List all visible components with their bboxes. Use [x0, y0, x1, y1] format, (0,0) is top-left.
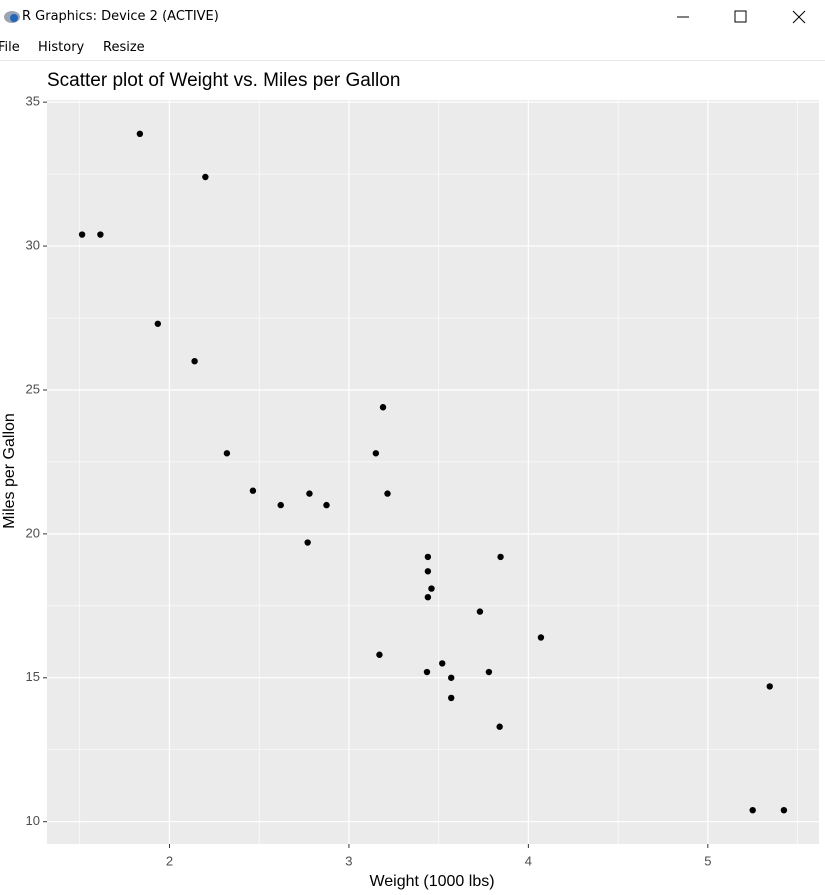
x-tick-label: 5 — [704, 853, 711, 868]
data-point — [448, 694, 455, 702]
data-point — [323, 501, 330, 509]
plot-panel — [47, 100, 819, 844]
menu-item[interactable]: Resize — [103, 40, 145, 55]
x-tick-label: 4 — [525, 853, 532, 868]
y-tick-label: 10 — [26, 813, 40, 828]
data-point — [191, 357, 198, 365]
maximize-button[interactable] — [734, 10, 747, 23]
title-bar: R Graphics: Device 2 (ACTIVE) — [0, 0, 825, 35]
data-point — [202, 173, 209, 181]
data-point — [780, 806, 788, 814]
data-point — [97, 231, 104, 238]
data-point — [496, 723, 503, 730]
data-point — [136, 130, 144, 138]
data-point — [424, 553, 432, 561]
data-point — [277, 501, 284, 509]
data-point — [304, 539, 311, 546]
data-point — [384, 490, 391, 497]
data-point — [154, 320, 162, 327]
data-point — [497, 553, 504, 561]
data-point — [306, 490, 313, 497]
data-point — [372, 450, 380, 457]
y-tick-label: 15 — [26, 669, 40, 684]
window-title: R Graphics: Device 2 (ACTIVE) — [22, 9, 219, 24]
data-point — [424, 593, 432, 601]
data-point — [428, 585, 435, 592]
data-point — [376, 651, 383, 658]
chart: Scatter plot of Weight vs. Miles per Gal… — [1, 70, 819, 890]
y-tick-label: 35 — [26, 94, 40, 109]
title-bar-icons — [4, 10, 806, 24]
menu-item[interactable]: History — [38, 40, 85, 55]
menu-item[interactable]: File — [0, 40, 20, 55]
data-point — [485, 668, 493, 676]
data-point — [223, 450, 231, 457]
x-tick-label: 2 — [166, 853, 173, 868]
x-axis-label: Weight (1000 lbs) — [369, 873, 494, 890]
data-point — [448, 674, 455, 681]
data-point — [537, 634, 545, 641]
menu-bar: File History Resize — [0, 35, 825, 61]
data-point — [424, 568, 432, 575]
y-tick-label: 30 — [26, 238, 40, 253]
data-point — [379, 404, 387, 411]
close-button[interactable] — [792, 10, 806, 24]
data-point — [439, 660, 446, 667]
data-point — [78, 231, 86, 238]
x-tick-label: 3 — [345, 853, 352, 868]
data-point — [766, 683, 773, 690]
data-point — [249, 487, 257, 494]
data-point — [423, 668, 431, 676]
data-point — [476, 608, 484, 615]
app-icon — [10, 14, 18, 22]
y-tick-label: 20 — [26, 525, 40, 540]
chart-title: Scatter plot of Weight vs. Miles per Gal… — [47, 70, 400, 91]
data-point — [749, 806, 756, 814]
y-tick-label: 25 — [26, 381, 40, 396]
y-axis-label: Miles per Gallon — [1, 413, 18, 529]
